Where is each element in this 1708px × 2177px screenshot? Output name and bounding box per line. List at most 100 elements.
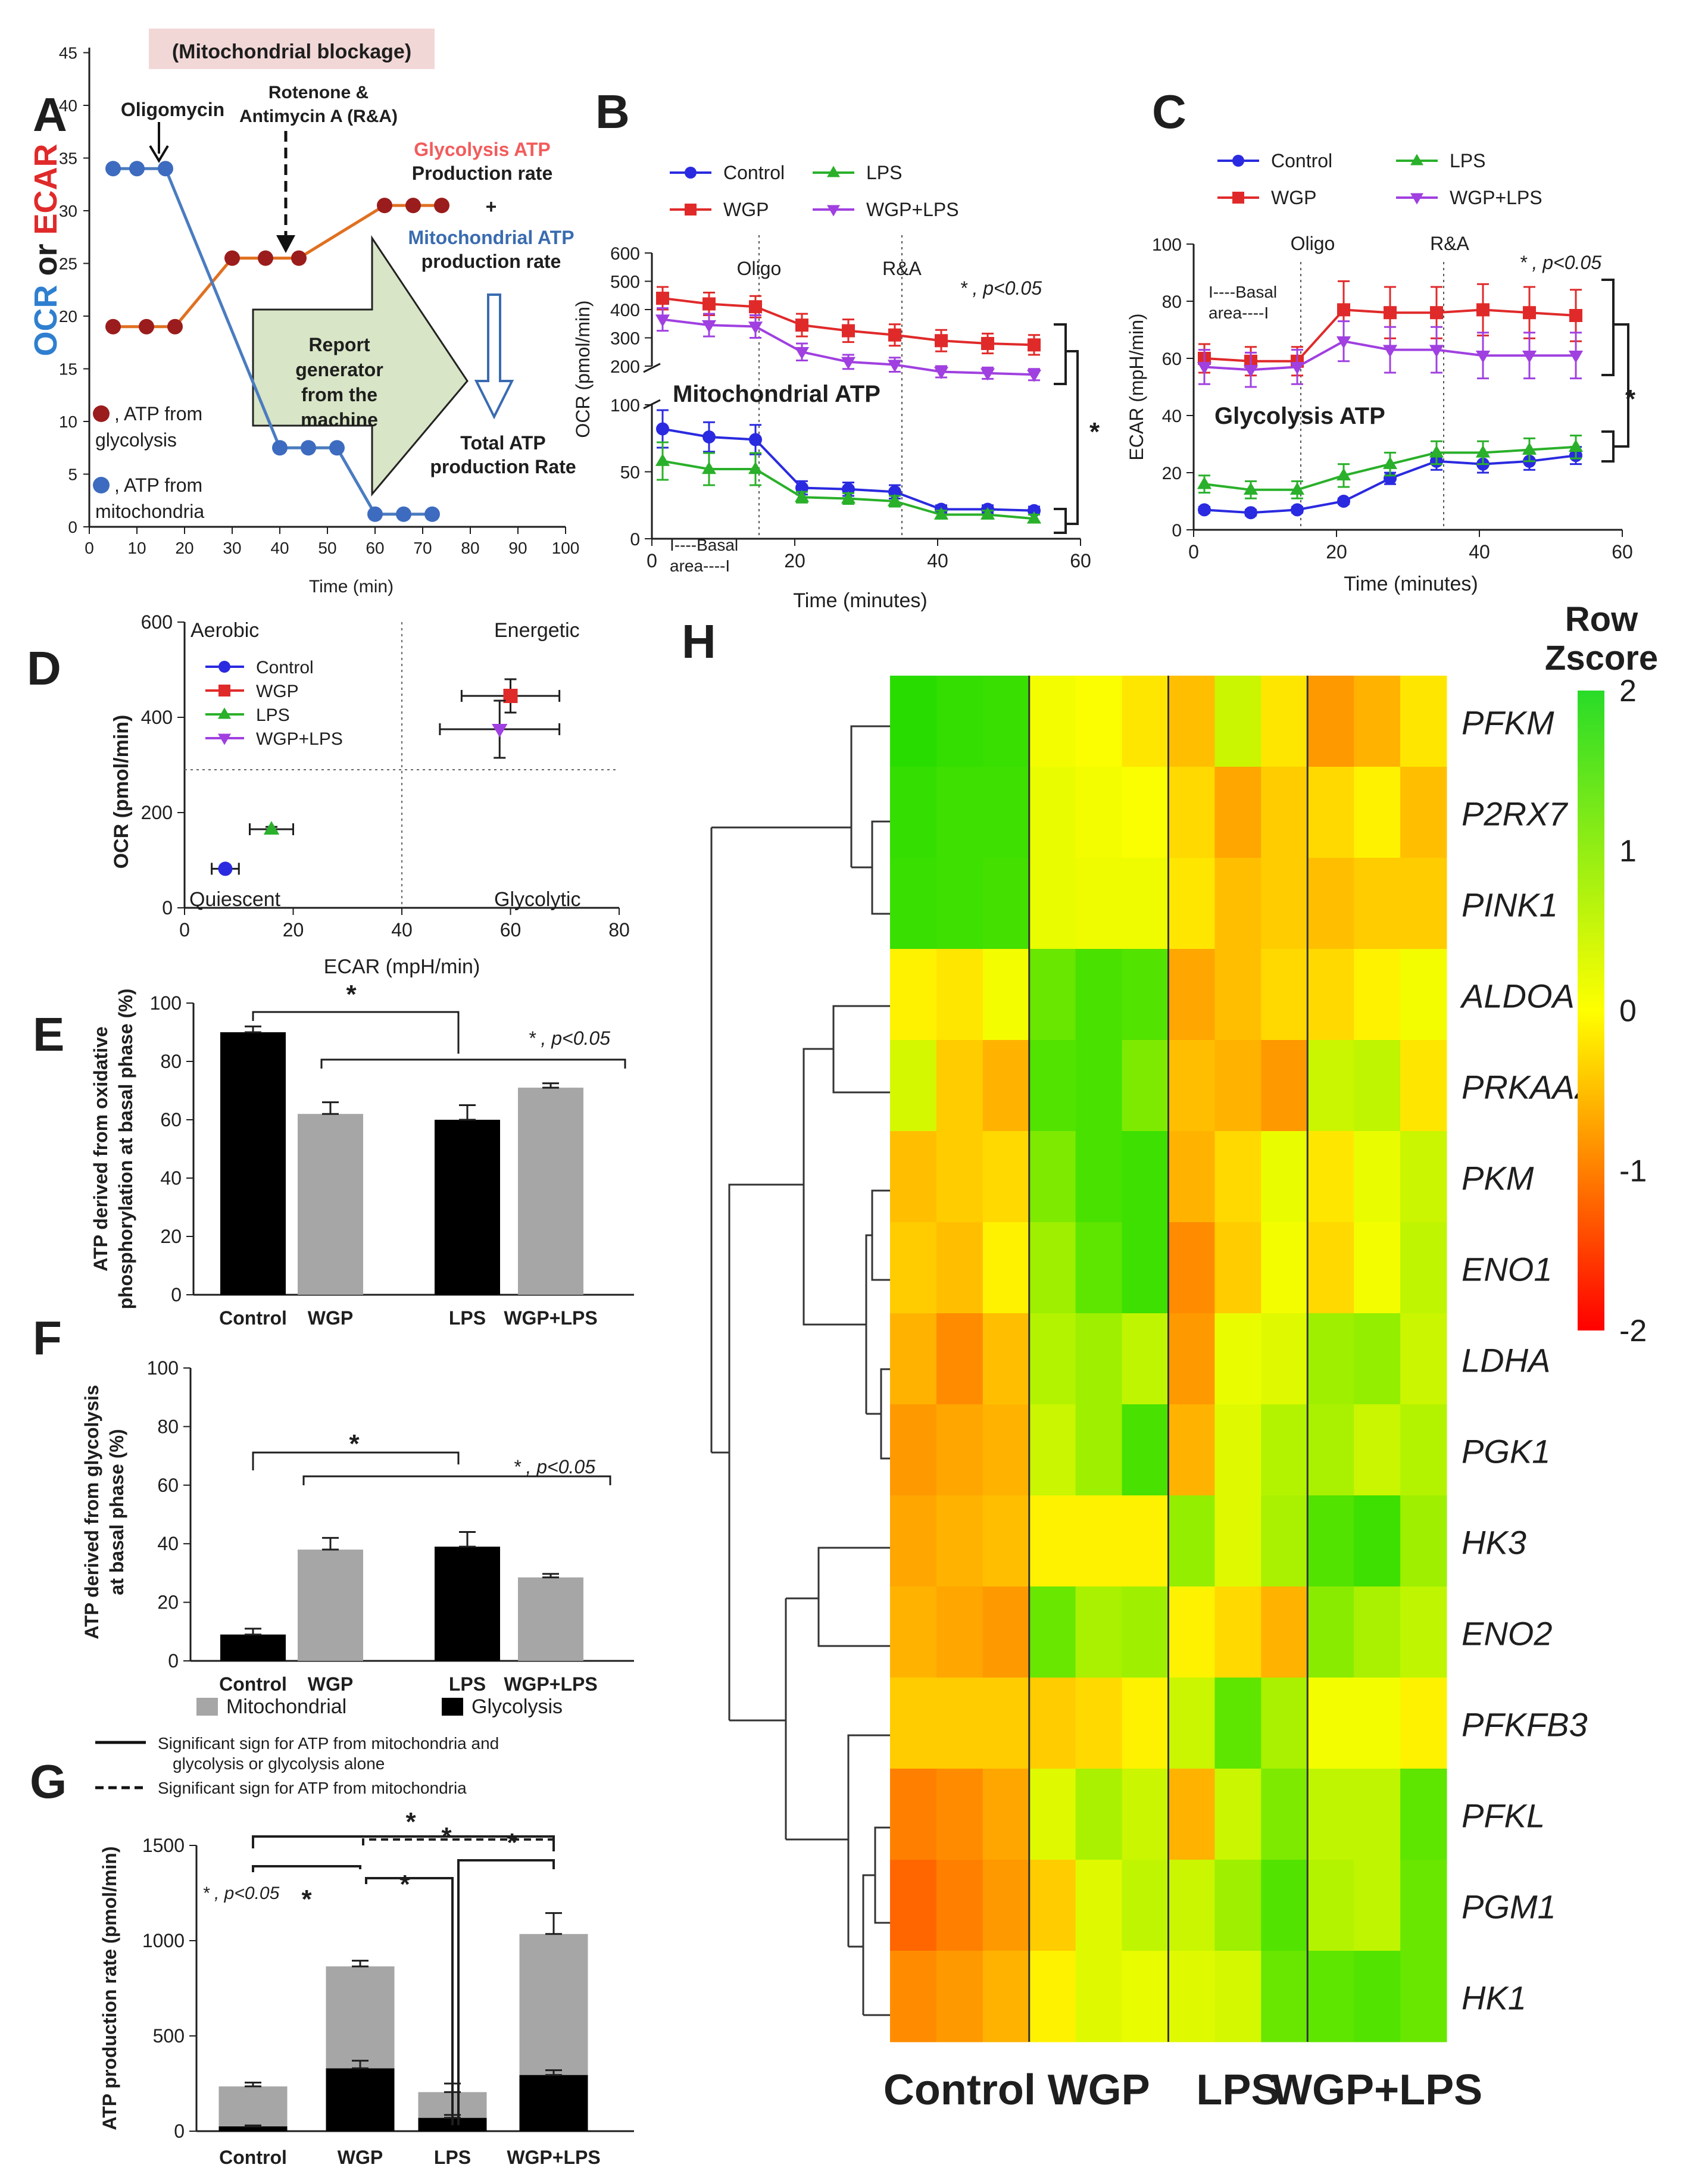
heatmap-cell xyxy=(1122,949,1169,1041)
panel-d-point-wgp-lps xyxy=(492,724,508,738)
heatmap-cell xyxy=(1029,1769,1076,1860)
heatmap-cell xyxy=(1075,1678,1123,1769)
panel-b-section-label: Mitochondrial ATP xyxy=(673,381,880,407)
panel-d-y-tick-label: 400 xyxy=(141,707,173,728)
dendrogram-branch xyxy=(871,820,890,915)
heatmap-cell xyxy=(1354,1678,1401,1769)
panel-c-x-tick-label: 0 xyxy=(1188,541,1199,563)
panel-c-point-wgp xyxy=(1384,306,1397,320)
heatmap-cell xyxy=(1354,1586,1401,1678)
panel-a-x-tick-label: 50 xyxy=(318,539,336,557)
gene-label-pkm: PKM xyxy=(1462,1160,1534,1197)
gene-label-aldoa: ALDOA xyxy=(1460,977,1575,1015)
panel-e-ylabel-1: ATP derived from oxidative xyxy=(90,1026,111,1271)
panel-b-point-lps xyxy=(655,453,670,466)
panel-b-point-wgp xyxy=(702,297,716,311)
panel-c-y-tick-label: 20 xyxy=(1162,464,1182,483)
panel-c-basal-1: I----Basal xyxy=(1209,283,1277,301)
panel-a-x-tick-label: 90 xyxy=(508,539,527,557)
panel-f-bar-lps xyxy=(435,1547,500,1661)
panel-a-x-tick-label: 80 xyxy=(461,539,479,557)
panel-c-point-lps xyxy=(1197,476,1212,489)
heatmap-cell xyxy=(1400,676,1447,767)
panel-c-y-tick-label: 60 xyxy=(1162,349,1182,369)
gene-label-hk3: HK3 xyxy=(1462,1524,1526,1561)
panel-f-y-tick-label: 80 xyxy=(157,1416,179,1437)
panel-g-bracket-dashed xyxy=(362,1838,555,1851)
heatmap-cell xyxy=(1122,1769,1169,1860)
panel-b-point-lps xyxy=(887,494,903,507)
panel-e-star: * xyxy=(346,980,357,1009)
panel-g: G Mitochondrial Glycolysis Significant s… xyxy=(30,1695,563,2131)
heatmap-cell xyxy=(890,767,937,858)
heatmap-cell xyxy=(1261,1769,1308,1860)
panel-a-x-tick-label: 40 xyxy=(270,539,289,557)
panel-b-legend-label-wgp: WGP xyxy=(723,199,769,220)
panel-e-significance: * , p<0.05 xyxy=(528,1027,610,1049)
panel-b-point-wgp-lps xyxy=(841,357,856,370)
panel-c-point-wgp xyxy=(1476,303,1490,317)
panel-b-bracket-0 xyxy=(1054,323,1067,385)
panel-d-legend-label-wgp-lps: WGP+LPS xyxy=(256,729,343,749)
panel-c-y-tick-label: 40 xyxy=(1162,407,1182,426)
color-scale-bar xyxy=(1578,691,1604,1330)
panel-a-x-tick-label: 30 xyxy=(223,539,241,557)
panel-b-significance: * , p<0.05 xyxy=(960,277,1042,299)
heatmap-cell xyxy=(1307,1040,1354,1132)
panel-d-y-tick-label: 200 xyxy=(141,802,173,823)
panel-g-bar-mitochondrial-wgp-lps xyxy=(519,1934,588,2075)
panel-c-point-lps xyxy=(1568,439,1584,452)
heatmap-cell xyxy=(1307,949,1354,1041)
legend-mito-dot xyxy=(93,477,110,494)
plus-sign: + xyxy=(486,196,497,217)
gene-label-eno1: ENO1 xyxy=(1462,1251,1553,1288)
panel-g-bracket-0 xyxy=(252,1835,555,1848)
panel-b-y-tick-label: 600 xyxy=(610,244,640,264)
heatmap-cell xyxy=(890,1860,937,1951)
panel-c-point-control xyxy=(1291,503,1304,517)
panel-c-xlabel: Time (minutes) xyxy=(1344,573,1478,595)
panel-b-xlabel: Time (minutes) xyxy=(793,589,927,612)
panel-d-legend-marker-lps xyxy=(218,707,231,719)
heatmap-cell xyxy=(1261,1313,1308,1405)
heatmap-cell xyxy=(1168,1586,1215,1678)
gene-label-p2rx7: P2RX7 xyxy=(1462,795,1568,833)
heatmap-cell xyxy=(982,1586,1030,1678)
panel-d: D OCR (pmol/min) ECAR (mpH/min) Aerobic … xyxy=(27,619,580,978)
panel-f-bar-control xyxy=(220,1634,286,1661)
heatmap-cell xyxy=(890,1495,937,1587)
heatmap-cell xyxy=(1122,767,1169,858)
heatmap-cell xyxy=(1354,1769,1401,1860)
panel-d-x-tick-label: 20 xyxy=(283,919,304,941)
panel-b-point-lps xyxy=(841,491,856,504)
panel-c-point-lps xyxy=(1522,442,1537,455)
legend-glycolysis-dot xyxy=(93,405,110,422)
panel-d-xlabel: ECAR (mpH/min) xyxy=(324,955,480,978)
panel-a-point-mito xyxy=(301,440,316,456)
heatmap-cell xyxy=(1400,949,1447,1041)
heatmap-cell xyxy=(936,1586,983,1678)
panel-a-ylabel: OCR or ECAR xyxy=(28,143,64,356)
panel-f-bar-wgp xyxy=(298,1550,363,1661)
panel-b-point-wgp-lps xyxy=(933,367,949,380)
chart-marks: 0 10 20 30 40 50 60 70 80 90 100051015202530354045… xyxy=(59,44,1647,2169)
heatmap-cell xyxy=(982,1769,1030,1860)
dendrogram-branch xyxy=(862,1874,875,2015)
panel-b-legend-label-control: Control xyxy=(723,162,785,183)
heatmap-cell xyxy=(890,1586,937,1678)
scale-title-1: Row xyxy=(1565,600,1638,639)
panel-b-point-wgp xyxy=(981,337,994,350)
panel-letter-b: B xyxy=(595,85,630,138)
panel-b-point-lps xyxy=(748,461,763,474)
panel-b-axis-break-1 xyxy=(643,363,661,373)
heatmap-cell xyxy=(890,1313,937,1405)
heatmap-cell xyxy=(1214,1678,1262,1769)
panel-f-category-label-wgp-lps: WGP+LPS xyxy=(504,1673,597,1695)
panel-a-y-tick-label: 0 xyxy=(68,518,77,536)
panel-c-y-tick-label: 0 xyxy=(1172,521,1182,541)
panel-b-point-wgp-lps xyxy=(794,347,810,360)
panel-d-x-tick-label: 0 xyxy=(179,919,190,941)
heatmap-cell xyxy=(936,858,983,949)
heatmap-cell xyxy=(1122,676,1169,767)
panel-a-point-mito xyxy=(158,161,173,177)
